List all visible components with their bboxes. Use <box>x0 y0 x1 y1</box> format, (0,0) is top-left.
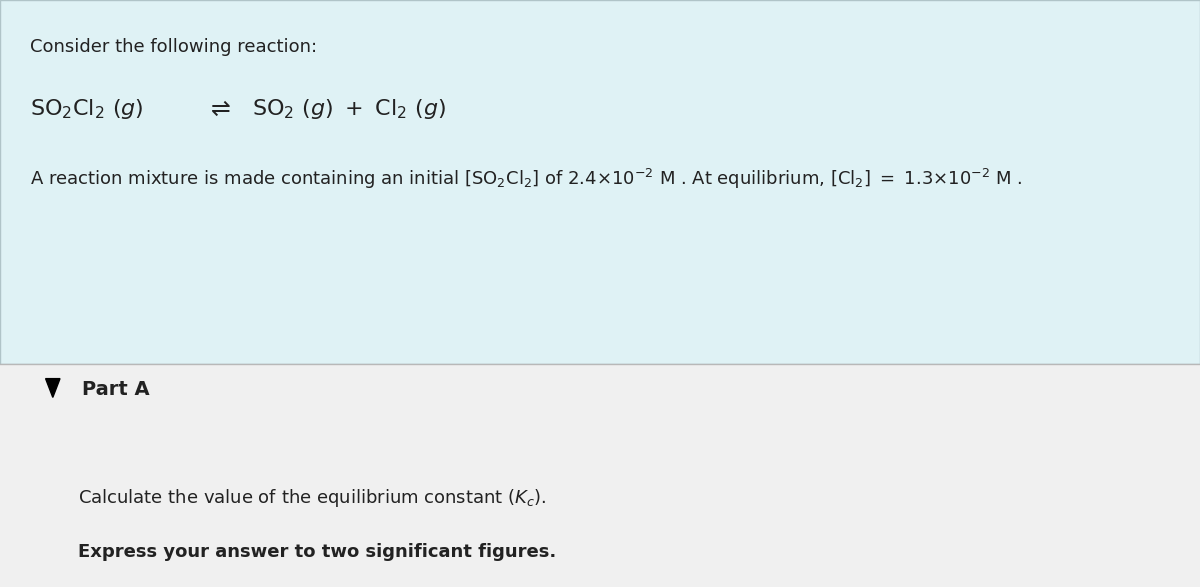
FancyBboxPatch shape <box>0 0 1200 364</box>
Text: Part A: Part A <box>82 380 149 399</box>
Text: Calculate the value of the equilibrium constant $(K_c)$.: Calculate the value of the equilibrium c… <box>78 487 547 509</box>
Text: Consider the following reaction:: Consider the following reaction: <box>30 38 317 56</box>
Polygon shape <box>46 379 60 397</box>
Text: Express your answer to two significant figures.: Express your answer to two significant f… <box>78 543 557 561</box>
Text: $\mathrm{SO_2}\ (g)\ +\ \mathrm{Cl_2}\ (g)$: $\mathrm{SO_2}\ (g)\ +\ \mathrm{Cl_2}\ (… <box>252 97 446 121</box>
Text: $\rightleftharpoons$: $\rightleftharpoons$ <box>206 97 232 121</box>
Text: $\mathrm{SO_2Cl_2}\ (g)$: $\mathrm{SO_2Cl_2}\ (g)$ <box>30 97 144 121</box>
Text: A reaction mixture is made containing an initial $[\mathrm{SO_2Cl_2}]$ of $2.4{\: A reaction mixture is made containing an… <box>30 167 1022 191</box>
FancyBboxPatch shape <box>0 364 1200 587</box>
